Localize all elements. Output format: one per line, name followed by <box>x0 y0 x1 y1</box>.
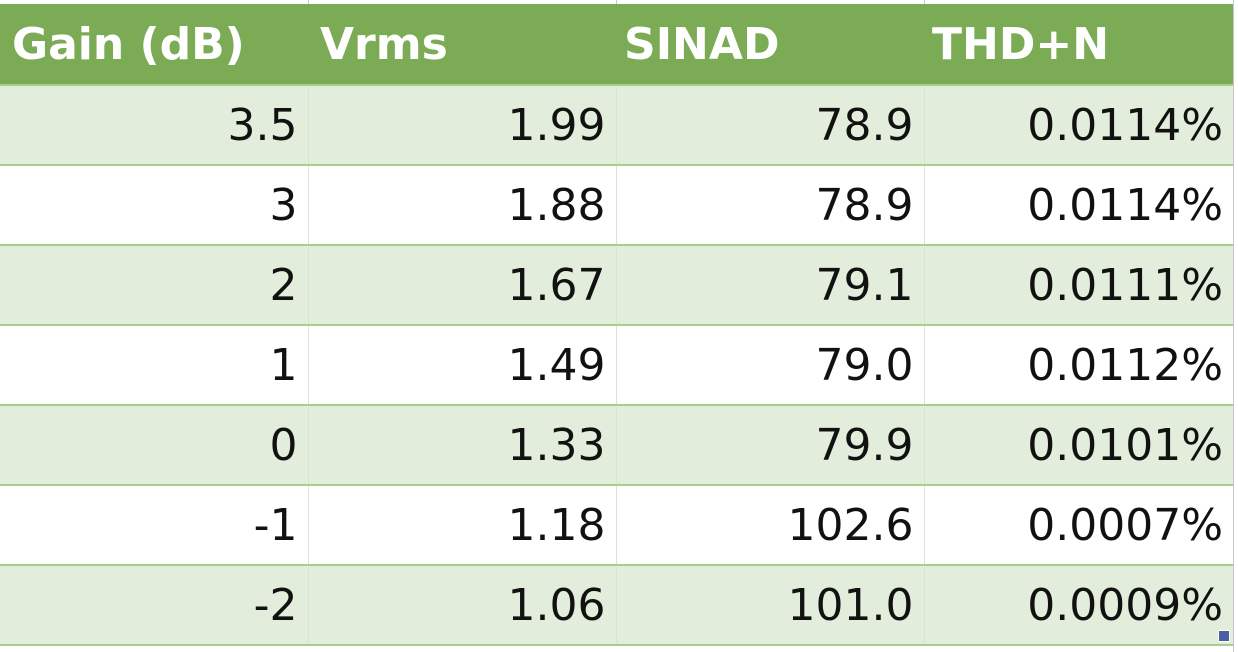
cell-sinad[interactable]: 78.9 <box>616 85 925 166</box>
cell-vrms[interactable]: 1.88 <box>308 165 617 246</box>
cell-sinad[interactable]: 79.0 <box>616 325 925 406</box>
top-grid-strip <box>0 0 1238 4</box>
cell-gain[interactable]: 2 <box>0 245 309 326</box>
cell-thdn[interactable]: 0.0114% <box>924 165 1233 246</box>
fill-handle[interactable] <box>1218 630 1230 642</box>
cell-vrms[interactable]: 1.06 <box>308 565 617 646</box>
table-row: 0 1.33 79.9 0.0101% <box>0 405 1233 486</box>
cell-sinad[interactable]: 78.9 <box>616 165 925 246</box>
table-row: 2 1.67 79.1 0.0111% <box>0 245 1233 326</box>
table-row: -2 1.06 101.0 0.0009% <box>0 565 1233 646</box>
table-row: 3.5 1.99 78.9 0.0114% <box>0 85 1233 166</box>
cell-gain[interactable]: 3.5 <box>0 85 309 166</box>
table-row: 3 1.88 78.9 0.0114% <box>0 165 1233 246</box>
column-divider-tick <box>616 0 617 4</box>
cell-thdn[interactable]: 0.0009% <box>924 565 1233 646</box>
header-cell-gain[interactable]: Gain (dB) <box>0 4 308 86</box>
cell-sinad[interactable]: 101.0 <box>616 565 925 646</box>
cell-gain[interactable]: 0 <box>0 405 309 486</box>
table-row: -1 1.18 102.6 0.0007% <box>0 485 1233 566</box>
cell-sinad[interactable]: 79.9 <box>616 405 925 486</box>
header-cell-thdn[interactable]: THD+N <box>924 4 1233 86</box>
cell-gain[interactable]: 3 <box>0 165 309 246</box>
cell-vrms[interactable]: 1.49 <box>308 325 617 406</box>
column-divider-tick <box>308 0 309 4</box>
cell-vrms[interactable]: 1.33 <box>308 405 617 486</box>
cell-gain[interactable]: -2 <box>0 565 309 646</box>
column-divider-tick <box>924 0 925 4</box>
cell-thdn[interactable]: 0.0112% <box>924 325 1233 406</box>
cell-sinad[interactable]: 102.6 <box>616 485 925 566</box>
cell-thdn[interactable]: 0.0111% <box>924 245 1233 326</box>
cell-gain[interactable]: -1 <box>0 485 309 566</box>
header-cell-vrms[interactable]: Vrms <box>308 4 616 86</box>
header-row: Gain (dB) Vrms SINAD THD+N <box>0 4 1233 86</box>
data-table: Gain (dB) Vrms SINAD THD+N 3.5 1.99 78.9… <box>0 4 1233 646</box>
sheet-gridline <box>1233 0 1234 652</box>
cell-vrms[interactable]: 1.18 <box>308 485 617 566</box>
cell-sinad[interactable]: 79.1 <box>616 245 925 326</box>
cell-thdn[interactable]: 0.0101% <box>924 405 1233 486</box>
cell-thdn[interactable]: 0.0114% <box>924 85 1233 166</box>
header-cell-sinad[interactable]: SINAD <box>616 4 924 86</box>
cell-vrms[interactable]: 1.99 <box>308 85 617 166</box>
table-row: 1 1.49 79.0 0.0112% <box>0 325 1233 406</box>
cell-gain[interactable]: 1 <box>0 325 309 406</box>
cell-thdn[interactable]: 0.0007% <box>924 485 1233 566</box>
cell-vrms[interactable]: 1.67 <box>308 245 617 326</box>
